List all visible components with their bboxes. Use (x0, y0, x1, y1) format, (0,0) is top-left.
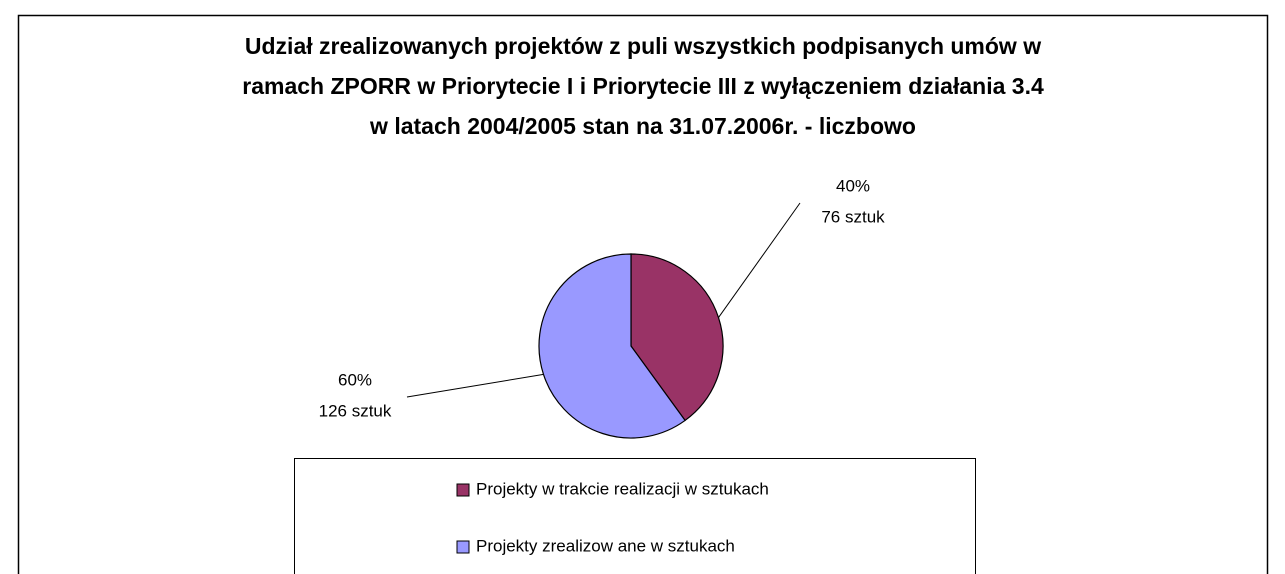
pie-slice (630, 253, 724, 422)
leader-line (718, 202, 801, 318)
data-label: 60% (338, 370, 372, 389)
legend-label: Projekty w trakcie realizacji w sztukach (476, 479, 769, 498)
legend-swatch (456, 483, 470, 497)
legend-label: Projekty zrealizow ane w sztukach (476, 536, 735, 555)
chart-title: ramach ZPORR w Priorytecie I i Priorytec… (242, 73, 1044, 99)
pie-slice (538, 253, 686, 439)
chart-title: w latach 2004/2005 stan na 31.07.2006r. … (369, 113, 916, 139)
chart-title: Udział zrealizowanych projektów z puli w… (245, 33, 1041, 59)
leader-line (406, 373, 544, 398)
data-label: 126 sztuk (319, 401, 392, 420)
legend-box (294, 458, 976, 574)
data-label: 76 sztuk (821, 207, 885, 226)
data-label: 40% (836, 176, 870, 195)
legend-swatch (456, 540, 470, 554)
